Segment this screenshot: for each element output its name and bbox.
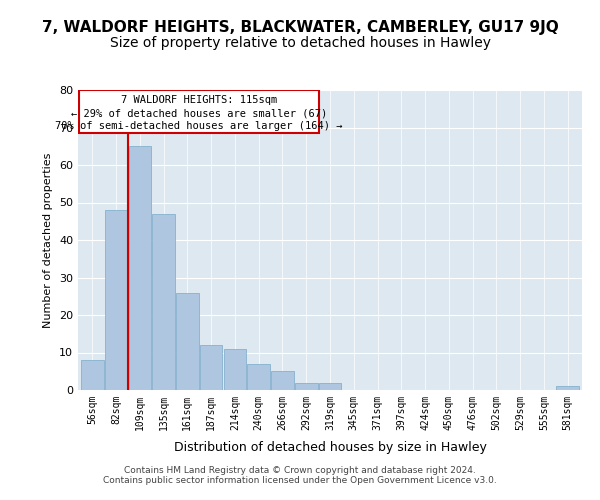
Bar [319, 382, 341, 390]
Text: 70% of semi-detached houses are larger (164) →: 70% of semi-detached houses are larger (… [55, 121, 343, 131]
Bar [247, 364, 270, 390]
Text: 7 WALDORF HEIGHTS: 115sqm: 7 WALDORF HEIGHTS: 115sqm [121, 96, 277, 106]
Text: ← 29% of detached houses are smaller (67): ← 29% of detached houses are smaller (67… [71, 108, 328, 118]
Bar [152, 214, 175, 390]
Text: Contains HM Land Registry data © Crown copyright and database right 2024.: Contains HM Land Registry data © Crown c… [124, 466, 476, 475]
Text: 7, WALDORF HEIGHTS, BLACKWATER, CAMBERLEY, GU17 9JQ: 7, WALDORF HEIGHTS, BLACKWATER, CAMBERLE… [41, 20, 559, 35]
Bar [271, 371, 294, 390]
X-axis label: Distribution of detached houses by size in Hawley: Distribution of detached houses by size … [173, 441, 487, 454]
Text: Contains public sector information licensed under the Open Government Licence v3: Contains public sector information licen… [103, 476, 497, 485]
Bar [176, 292, 199, 390]
Bar [200, 345, 223, 390]
Bar [79, 90, 319, 133]
Bar [81, 360, 104, 390]
Bar [105, 210, 127, 390]
Text: Size of property relative to detached houses in Hawley: Size of property relative to detached ho… [110, 36, 491, 50]
Bar [556, 386, 579, 390]
Bar [128, 146, 151, 390]
Bar [295, 382, 317, 390]
Y-axis label: Number of detached properties: Number of detached properties [43, 152, 53, 328]
Bar [224, 349, 246, 390]
